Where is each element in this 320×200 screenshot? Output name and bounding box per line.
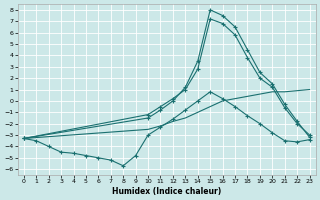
X-axis label: Humidex (Indice chaleur): Humidex (Indice chaleur) [112,187,221,196]
